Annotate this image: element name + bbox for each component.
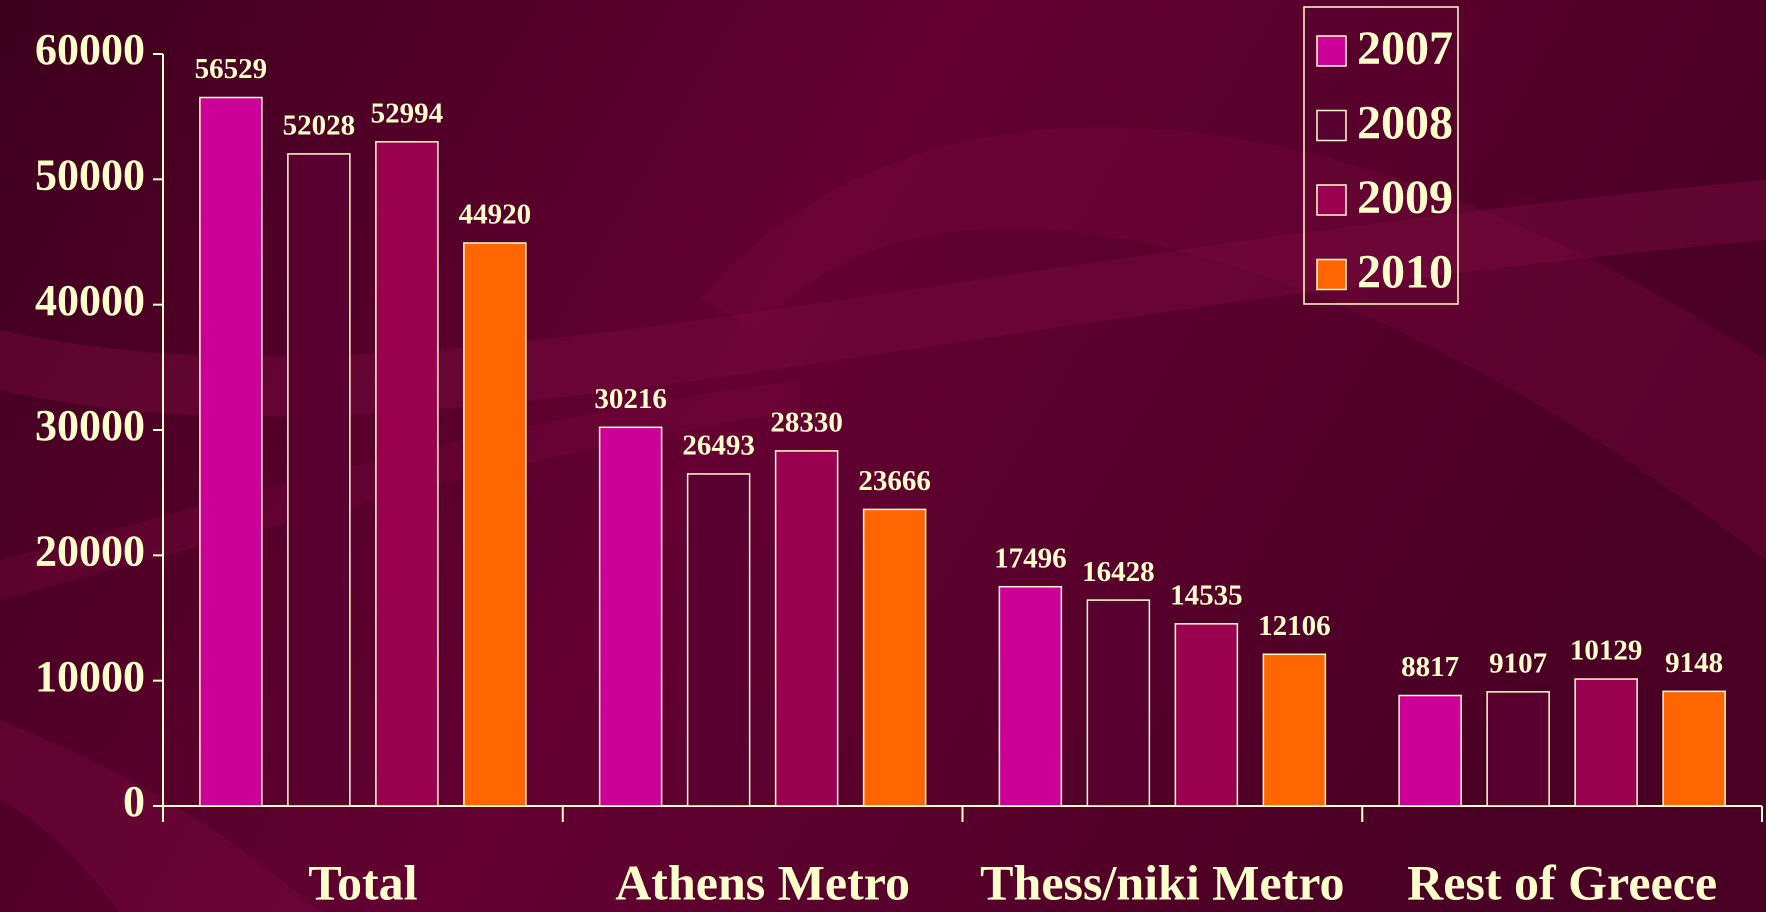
value-label: 23666 <box>858 465 931 497</box>
legend-label: 2010 <box>1357 246 1453 299</box>
bar <box>1174 623 1239 807</box>
bar <box>598 426 663 807</box>
y-tick-label: 60000 <box>35 25 145 74</box>
legend-label: 2009 <box>1357 171 1453 224</box>
bar <box>1086 599 1151 807</box>
y-tick-label: 0 <box>123 777 145 826</box>
bar <box>1262 653 1327 807</box>
bar <box>774 450 839 807</box>
bar <box>1574 678 1638 807</box>
value-label: 9107 <box>1489 648 1547 680</box>
legend-swatch <box>1316 35 1347 67</box>
bar <box>375 141 439 807</box>
legend-label: 2007 <box>1357 22 1453 75</box>
legend-box <box>1303 6 1459 305</box>
decor <box>700 126 1766 560</box>
bar <box>287 153 351 807</box>
bar <box>1662 690 1726 807</box>
bar <box>1486 691 1550 807</box>
decor <box>0 180 1766 417</box>
y-tick-label: 40000 <box>35 276 145 325</box>
value-label: 30216 <box>594 383 667 415</box>
legend-swatch <box>1316 184 1347 216</box>
value-label: 26493 <box>682 430 755 462</box>
bar <box>1398 694 1462 807</box>
x-tick-label: Rest of Greece <box>1407 854 1717 910</box>
x-tick-label: Thess/niki Metro <box>980 854 1344 910</box>
x-tick-label: Athens Metro <box>615 854 910 910</box>
value-label: 8817 <box>1401 651 1459 683</box>
value-label: 28330 <box>770 407 843 439</box>
value-label: 14535 <box>1170 579 1243 611</box>
bar <box>199 96 263 807</box>
y-tick-label: 50000 <box>35 150 145 199</box>
legend-swatch <box>1316 258 1347 291</box>
value-label: 44920 <box>459 199 532 231</box>
bar <box>463 242 527 807</box>
value-label: 56529 <box>195 53 268 85</box>
bar <box>862 508 927 807</box>
value-label: 52028 <box>283 110 356 142</box>
value-label: 9148 <box>1665 647 1723 679</box>
y-tick-label: 20000 <box>35 526 145 575</box>
value-label: 10129 <box>1570 635 1643 667</box>
bar <box>998 585 1063 807</box>
bar <box>686 473 751 807</box>
value-label: 52994 <box>371 97 444 129</box>
y-tick-label: 10000 <box>35 652 145 701</box>
value-label: 16428 <box>1082 556 1155 588</box>
value-label: 12106 <box>1258 610 1331 642</box>
legend-label: 2008 <box>1357 97 1453 150</box>
x-tick-label: Total <box>308 854 417 910</box>
y-tick-label: 30000 <box>35 401 145 450</box>
value-label: 17496 <box>994 542 1067 574</box>
decor <box>0 720 320 912</box>
plot: 0 10000 20000 30000 40000 50000 60000 Total 5652… <box>35 6 1763 910</box>
legend-swatch <box>1316 109 1347 142</box>
